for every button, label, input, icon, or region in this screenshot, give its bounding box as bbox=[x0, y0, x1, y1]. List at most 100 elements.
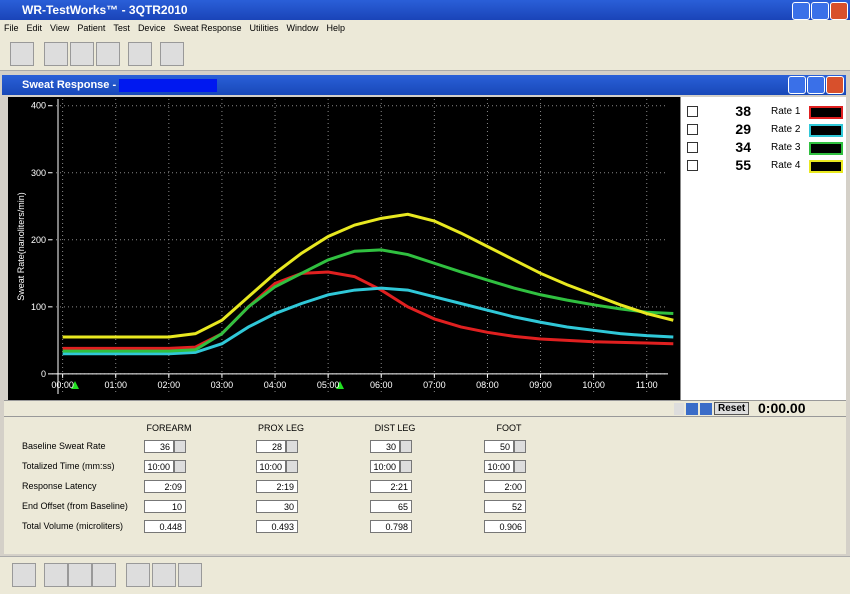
value-field: 2:21 bbox=[370, 480, 412, 493]
menu-item[interactable]: Test bbox=[113, 23, 130, 33]
spinner[interactable] bbox=[286, 460, 298, 473]
value-field: 0.798 bbox=[370, 520, 412, 533]
x-tick-label: 08:00 bbox=[476, 380, 499, 390]
value-field: 28 bbox=[256, 440, 286, 453]
spinner[interactable] bbox=[514, 440, 526, 453]
legend-checkbox[interactable] bbox=[687, 160, 698, 171]
spinner[interactable] bbox=[174, 440, 186, 453]
toolbar-button[interactable] bbox=[68, 563, 92, 587]
toolbar-button[interactable] bbox=[10, 42, 34, 66]
inner-title-bar: Sweat Response - bbox=[2, 75, 846, 95]
value-field: 65 bbox=[370, 500, 412, 513]
scroll-arrow[interactable] bbox=[674, 403, 684, 415]
window-title: Sweat Response - bbox=[22, 79, 117, 91]
menu-item[interactable]: Patient bbox=[77, 23, 106, 33]
row-label: End Offset (from Baseline) bbox=[22, 501, 128, 511]
legend-reading: 29 bbox=[735, 121, 751, 137]
y-tick-label: 400 bbox=[31, 101, 46, 111]
bottom-toolbar bbox=[0, 556, 850, 594]
x-tick-label: 03:00 bbox=[211, 380, 234, 390]
redacted-box bbox=[119, 78, 218, 92]
marker bbox=[336, 381, 344, 389]
toolbar-button[interactable] bbox=[126, 563, 150, 587]
row-label: Baseline Sweat Rate bbox=[22, 441, 106, 451]
minimize-button[interactable] bbox=[788, 76, 806, 94]
menu-item[interactable]: Device bbox=[137, 23, 166, 33]
results-table: FOREARM PROX LEG DIST LEG FOOT Baseline Swea… bbox=[4, 416, 846, 554]
x-tick-label: 11:00 bbox=[636, 380, 658, 390]
app-title: WR-TestWorks™ - 3QTR2010 bbox=[22, 3, 188, 17]
value-field: 2:00 bbox=[484, 480, 526, 493]
value-field: 2:09 bbox=[144, 480, 186, 493]
column-header: DIST LEG bbox=[374, 423, 416, 433]
x-tick-label: 10:00 bbox=[582, 380, 605, 390]
row-label: Total Volume (microliters) bbox=[22, 521, 124, 531]
legend-row: 55 Rate 4 bbox=[681, 157, 846, 175]
spinner[interactable] bbox=[286, 440, 298, 453]
x-tick-label: 04:00 bbox=[264, 380, 287, 390]
row-label: Response Latency bbox=[22, 481, 97, 491]
toolbar-button[interactable] bbox=[128, 42, 152, 66]
menu-item[interactable]: View bbox=[50, 23, 70, 33]
legend-swatch bbox=[809, 160, 843, 173]
spinner[interactable] bbox=[514, 460, 526, 473]
legend-checkbox[interactable] bbox=[687, 106, 698, 117]
menu-item[interactable]: Window bbox=[286, 23, 319, 33]
minimize-button[interactable] bbox=[792, 2, 810, 20]
zoom-in-button[interactable] bbox=[686, 403, 698, 415]
toolbar-button[interactable] bbox=[44, 42, 68, 66]
title-bar: WR-TestWorks™ - 3QTR2010 bbox=[0, 0, 850, 20]
legend-label: Rate 4 bbox=[771, 160, 801, 171]
toolbar-button[interactable] bbox=[178, 563, 202, 587]
toolbar-button[interactable] bbox=[152, 563, 176, 587]
value-field: 52 bbox=[484, 500, 526, 513]
legend-checkbox[interactable] bbox=[687, 124, 698, 135]
menu-item[interactable]: Edit bbox=[26, 23, 43, 33]
menu-item[interactable]: Help bbox=[326, 23, 346, 33]
menu-item[interactable]: Sweat Response bbox=[173, 23, 242, 33]
zoom-out-button[interactable] bbox=[700, 403, 712, 415]
y-tick-label: 200 bbox=[31, 235, 46, 245]
x-tick-label: 02:00 bbox=[158, 380, 181, 390]
series-line bbox=[62, 286, 674, 356]
x-tick-label: 07:00 bbox=[423, 380, 446, 390]
value-field: 10:00 bbox=[370, 460, 400, 473]
close-button[interactable] bbox=[830, 2, 848, 20]
spinner[interactable] bbox=[400, 440, 412, 453]
legend-reading: 55 bbox=[735, 157, 751, 173]
legend-reading: 34 bbox=[735, 139, 751, 155]
maximize-button[interactable] bbox=[807, 76, 825, 94]
menu-bar: File Edit View Patient Test Device Sweat Respo… bbox=[0, 20, 850, 36]
y-tick-label: 100 bbox=[31, 302, 46, 312]
toolbar-button[interactable] bbox=[12, 563, 36, 587]
x-tick-label: 01:00 bbox=[104, 380, 127, 390]
maximize-button[interactable] bbox=[811, 2, 829, 20]
menu-item[interactable]: Utilities bbox=[249, 23, 279, 33]
spinner[interactable] bbox=[400, 460, 412, 473]
x-tick-label: 05:00 bbox=[317, 380, 340, 390]
column-header: PROX LEG bbox=[257, 423, 304, 433]
toolbar-button[interactable] bbox=[70, 42, 94, 66]
toolbar-button[interactable] bbox=[92, 563, 116, 587]
value-field: 2:19 bbox=[256, 480, 298, 493]
legend: 38 Rate 1 29 Rate 2 34 Rate 3 55 Rate 4 bbox=[680, 97, 846, 400]
value-field: 10:00 bbox=[484, 460, 514, 473]
value-field: 10:00 bbox=[144, 460, 174, 473]
menu-item[interactable]: File bbox=[4, 23, 19, 33]
y-tick-label: 0 bbox=[41, 369, 46, 379]
close-button[interactable] bbox=[826, 76, 844, 94]
toolbar-button[interactable] bbox=[44, 563, 68, 587]
toolbar-button[interactable] bbox=[96, 42, 120, 66]
x-tick-label: 00:00 bbox=[51, 380, 74, 390]
legend-label: Rate 2 bbox=[771, 124, 801, 135]
column-header: FOREARM bbox=[146, 423, 192, 433]
legend-row: 34 Rate 3 bbox=[681, 139, 846, 157]
spinner[interactable] bbox=[174, 460, 186, 473]
value-field: 50 bbox=[484, 440, 514, 453]
reset-button[interactable]: Reset bbox=[714, 402, 750, 415]
legend-checkbox[interactable] bbox=[687, 142, 698, 153]
toolbar-button[interactable] bbox=[160, 42, 184, 66]
value-field: 0.448 bbox=[144, 520, 186, 533]
value-field: 10 bbox=[144, 500, 186, 513]
